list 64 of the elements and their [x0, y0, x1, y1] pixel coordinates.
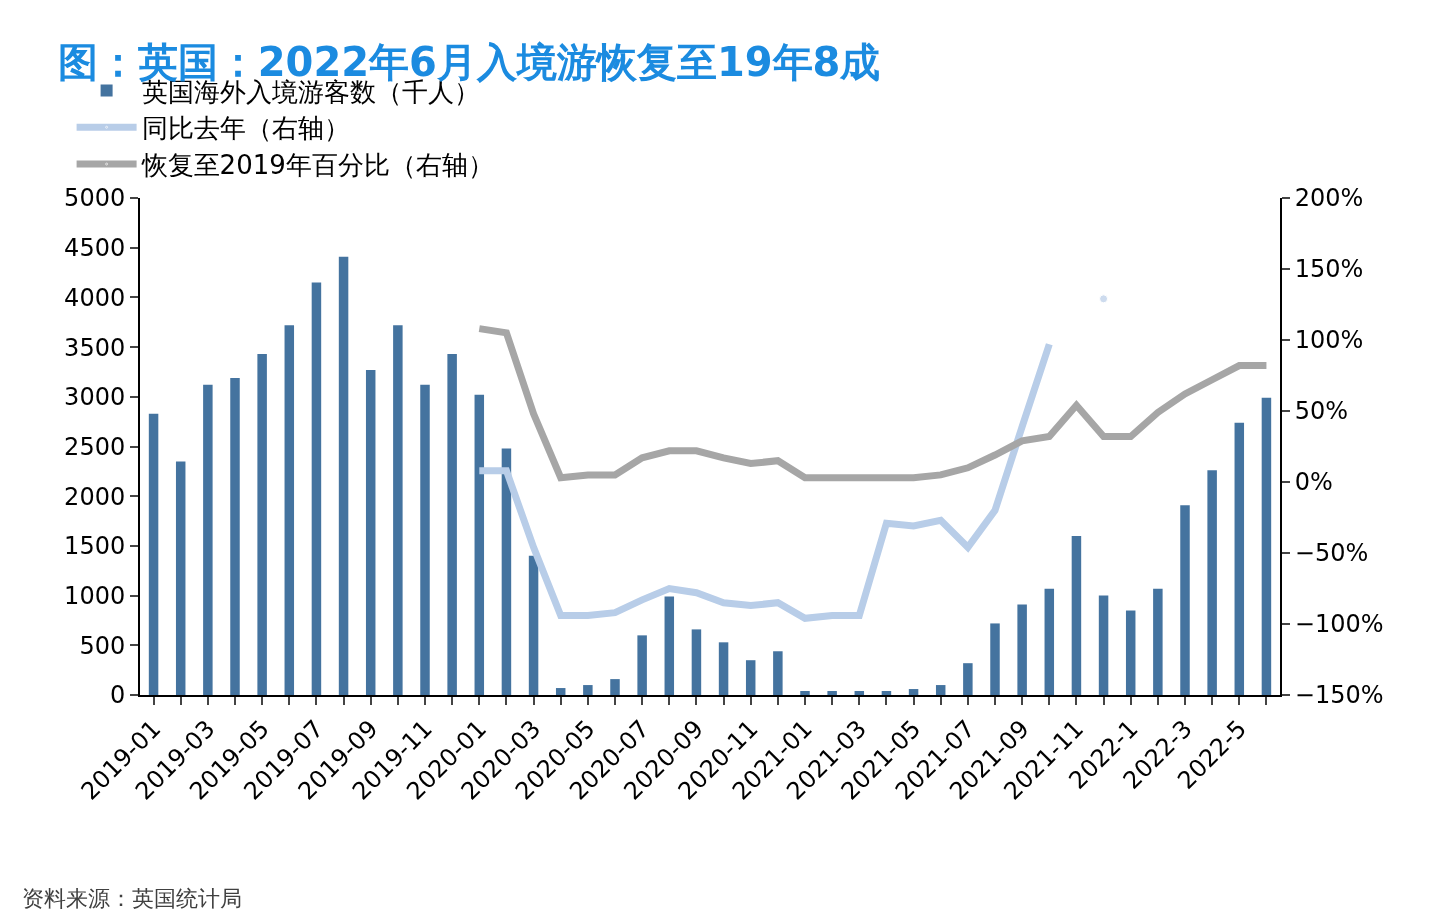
bar — [393, 325, 403, 695]
text: 资料来源：英国统计局 — [22, 886, 242, 911]
bar — [1207, 470, 1217, 695]
y2-tick-label: −150% — [1294, 681, 1384, 710]
y2-tick-label: −100% — [1294, 610, 1384, 639]
bar — [257, 354, 267, 695]
bar — [1153, 588, 1163, 695]
y2-tick-label: 50% — [1294, 397, 1349, 426]
y-tick-label: 2500 — [64, 432, 126, 461]
bar — [311, 282, 322, 695]
y-tick-label: 5000 — [64, 184, 126, 213]
bar — [935, 685, 946, 695]
y2-tick-label: 150% — [1294, 255, 1364, 284]
y-tick-label: 4000 — [64, 283, 126, 312]
bar — [908, 689, 919, 695]
bar — [1098, 595, 1109, 695]
bar — [745, 660, 756, 695]
y-tick-label: 1500 — [64, 532, 126, 561]
bar — [420, 384, 430, 695]
bar — [827, 691, 837, 695]
bar — [230, 377, 240, 695]
bar — [773, 651, 783, 695]
y-tick-label: 1000 — [64, 582, 126, 610]
y-tick-label: 0 — [109, 681, 126, 710]
bar — [610, 679, 620, 695]
y2-tick-label: −50% — [1294, 539, 1369, 568]
y-tick-label: 3500 — [64, 333, 126, 362]
y2-tick-label: 100% — [1294, 326, 1364, 355]
bar — [203, 384, 213, 695]
y2-tick-label: 200% — [1294, 184, 1364, 213]
bar — [1017, 604, 1027, 695]
bar — [990, 623, 1000, 695]
bar — [447, 354, 457, 695]
bar — [718, 642, 729, 695]
bar — [881, 691, 892, 695]
y2-tick-label: 0% — [1294, 468, 1333, 497]
bar — [1044, 588, 1055, 695]
y-tick-label: 2000 — [64, 482, 126, 511]
legend-label: 同比去年（右轴） — [141, 113, 350, 144]
legend-label: 恢复至2019年百分比（右轴） — [140, 150, 494, 181]
bar — [1180, 505, 1190, 695]
bar — [691, 629, 702, 695]
bar — [338, 256, 349, 695]
y-tick-label: 3000 — [64, 383, 126, 412]
y-tick-label: 500 — [79, 631, 126, 660]
bar — [284, 325, 295, 695]
bar — [528, 555, 539, 695]
bar — [175, 461, 186, 695]
bar — [1071, 535, 1082, 695]
bar — [474, 394, 485, 695]
bar — [583, 685, 593, 695]
bar — [664, 596, 675, 695]
bar — [1261, 397, 1272, 695]
bar — [1125, 610, 1136, 695]
bar — [800, 691, 810, 695]
bar — [365, 369, 376, 695]
bar — [555, 688, 566, 695]
y-tick-label: 4500 — [64, 234, 126, 263]
bar — [1234, 422, 1245, 695]
bar — [637, 635, 647, 695]
bar — [148, 413, 159, 695]
bar — [501, 448, 512, 695]
bar — [963, 663, 973, 695]
bar — [854, 691, 865, 695]
